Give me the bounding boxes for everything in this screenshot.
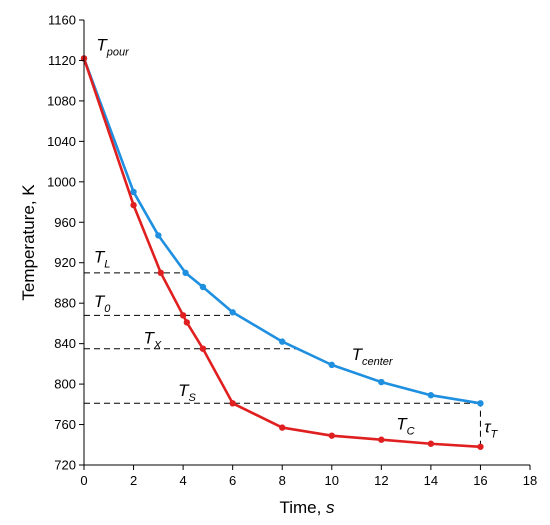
data-point: [328, 432, 335, 439]
data-point: [477, 443, 484, 450]
axes: [83, 20, 530, 466]
data-point: [378, 378, 385, 386]
annotation-symbol: T: [96, 35, 108, 54]
annotation-subscript: X: [153, 340, 162, 352]
data-point: [179, 312, 187, 319]
data-point: [279, 338, 286, 345]
annotation-subscript: L: [104, 259, 110, 271]
data-point: [130, 201, 137, 209]
series-t-c: [80, 55, 484, 450]
x-axis-title-unit: s: [326, 498, 335, 517]
annotation-subscript: center: [362, 356, 394, 368]
y-tick-label: 1000: [47, 174, 76, 189]
x-tick-label: 10: [325, 473, 339, 488]
annotation-subscript: C: [407, 426, 415, 438]
annotation-t-c: TC: [396, 415, 414, 438]
data-point: [130, 188, 137, 196]
data-point: [328, 361, 335, 369]
annotation-t-l: TL: [94, 248, 111, 271]
x-tick-label: 2: [130, 473, 137, 488]
x-tick-label: 0: [80, 473, 87, 488]
data-point: [427, 440, 435, 447]
ticks: 0 2 4 6 8 10 12 14 16 18 720 760 800 840 880 920 960 1000…: [47, 13, 537, 489]
annotation-subscript: pour: [106, 46, 130, 58]
y-tick-label: 1160: [48, 13, 76, 28]
annotation-t-s: TS: [178, 381, 196, 404]
annotation-subscript: 0: [104, 303, 111, 315]
y-tick-label: 1120: [48, 53, 76, 68]
reference-lines: [84, 272, 481, 447]
data-point: [182, 269, 189, 277]
data-point: [183, 319, 191, 326]
x-tick-label: 12: [374, 473, 388, 488]
y-tick-label: 880: [54, 296, 76, 311]
annotation-t-pour: Tpour: [96, 35, 130, 58]
annotation-t-center: Tcenter: [352, 345, 394, 368]
y-tick-label: 1080: [47, 93, 76, 108]
data-point: [378, 436, 385, 443]
data-point: [427, 392, 435, 399]
x-axis-title-text: Time,: [279, 498, 326, 517]
annotation-symbol: T: [143, 329, 155, 348]
y-tick-label: 760: [54, 417, 76, 432]
series-line: [82, 58, 481, 449]
annotation-symbol: T: [352, 345, 364, 364]
annotation-t-0: T0: [94, 292, 111, 315]
y-tick-label: 800: [54, 377, 76, 392]
y-tick-label: 1040: [47, 134, 76, 149]
x-axis-title: Time, s: [279, 498, 335, 517]
x-tick-label: 18: [523, 473, 537, 488]
annotation-subscript: T: [491, 429, 499, 441]
annotation-symbol: T: [94, 292, 106, 311]
data-point: [477, 400, 484, 407]
x-tick-label: 8: [279, 473, 286, 488]
annotation-tau-t: τT: [484, 418, 498, 441]
annotation-symbol: T: [94, 248, 106, 267]
y-tick-label: 720: [54, 458, 76, 473]
x-tick-label: 16: [473, 473, 487, 488]
annotation-symbol: τ: [484, 418, 492, 437]
data-point: [199, 283, 207, 291]
series-t-center: [80, 55, 484, 407]
y-axis-title: Temperature, K: [19, 184, 38, 301]
annotation-symbol: T: [396, 415, 408, 434]
annotation-subscript: S: [189, 392, 197, 404]
data-point: [157, 269, 165, 277]
series-layer: [80, 55, 484, 450]
annotation-t-x: TX: [143, 329, 161, 352]
data-point: [279, 424, 286, 431]
data-point: [199, 345, 207, 352]
x-tick-label: 6: [229, 473, 236, 488]
x-tick-label: 14: [424, 473, 438, 488]
y-tick-label: 920: [54, 255, 76, 270]
annotation-symbol: T: [178, 381, 190, 400]
data-point: [155, 232, 162, 239]
y-tick-label: 840: [54, 336, 76, 351]
data-point: [229, 400, 236, 407]
x-tick-label: 4: [179, 473, 186, 488]
y-tick-label: 960: [54, 215, 76, 230]
data-point: [229, 309, 236, 316]
